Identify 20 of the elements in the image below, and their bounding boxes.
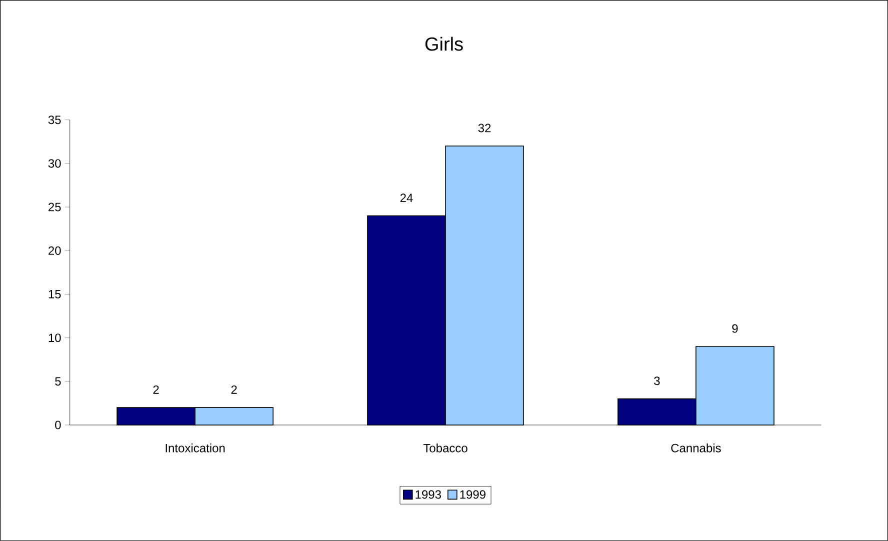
y-tick-label: 5 xyxy=(55,377,61,386)
y-tick-label: 35 xyxy=(48,116,61,124)
x-tick-label: Intoxication xyxy=(166,444,225,452)
chart-title: Girls xyxy=(425,36,463,51)
legend-label: 1993 xyxy=(416,490,441,499)
data-label: 32 xyxy=(478,124,491,132)
data-label: 9 xyxy=(732,324,738,333)
y-tick-label: 0 xyxy=(55,420,61,430)
data-label: 2 xyxy=(231,386,237,394)
y-tick-label: 30 xyxy=(48,159,61,168)
y-tick-label: 20 xyxy=(48,246,61,255)
legend-label: 1999 xyxy=(460,490,486,499)
x-tick-label: Tobacco xyxy=(423,444,468,452)
y-tick-label: 15 xyxy=(48,290,61,298)
data-label: 2 xyxy=(153,386,159,394)
y-tick-label: 10 xyxy=(48,334,61,342)
data-label: 24 xyxy=(400,194,413,202)
x-tick-label: Cannabis xyxy=(671,444,721,452)
data-label: 3 xyxy=(654,376,660,386)
y-tick-label: 25 xyxy=(48,202,61,212)
